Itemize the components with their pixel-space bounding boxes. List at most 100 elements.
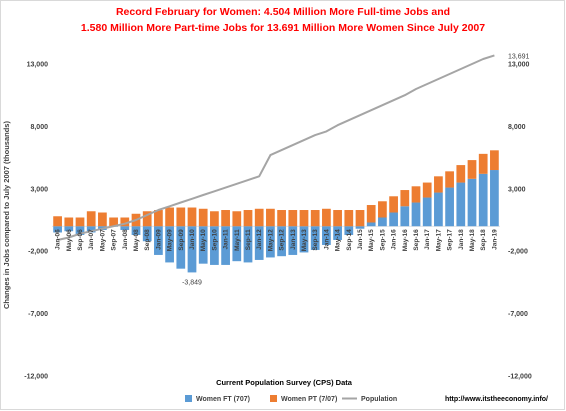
x-tick-label: Sep-18 xyxy=(480,229,487,251)
bar-pt xyxy=(366,205,376,223)
y-tick-label-left: -2,000 xyxy=(28,249,48,256)
data-label: -3,849 xyxy=(182,279,202,286)
x-tick-label: May-09 xyxy=(167,229,174,251)
bars-group xyxy=(53,150,499,273)
bar-ft xyxy=(243,226,253,263)
x-axis-label: Current Population Survey (CPS) Data xyxy=(216,378,353,387)
bar-pt xyxy=(490,150,499,171)
bar-pt xyxy=(120,217,130,227)
y-tick-label-right: -7,000 xyxy=(508,311,528,318)
bar-pt xyxy=(154,210,163,227)
x-tick-label: Jan-17 xyxy=(424,229,431,250)
bar-ft xyxy=(154,226,163,255)
bar-pt xyxy=(98,212,107,227)
y-tick-label-right: -2,000 xyxy=(508,249,528,256)
y-tick-label-left: 13,000 xyxy=(27,62,49,69)
x-tick-label: Sep-11 xyxy=(245,229,252,250)
x-tick-label: May-18 xyxy=(469,229,476,251)
bar-ft xyxy=(165,226,174,263)
x-tick-label: May-11 xyxy=(234,229,241,251)
x-tick-label: Sep-16 xyxy=(413,229,420,251)
bar-pt xyxy=(355,210,365,227)
x-tick-label: Jan-08 xyxy=(122,229,129,250)
bar-pt xyxy=(232,211,242,227)
bar-ft xyxy=(232,226,242,262)
bar-pt xyxy=(467,160,477,179)
x-tick-label: May-13 xyxy=(301,229,308,251)
bar-ft xyxy=(355,226,365,229)
bar-pt xyxy=(456,165,466,183)
bar-pt xyxy=(445,171,454,188)
bar-pt xyxy=(64,217,74,227)
bar-ft xyxy=(422,197,432,227)
bar-ft xyxy=(434,192,443,227)
x-tick-label: May-10 xyxy=(200,229,207,251)
x-tick-label: May-07 xyxy=(99,229,106,251)
x-tick-labels-group: Jan-06 May-06 Sep-06 Jan-07 May-07 Sep-07 Jan-… xyxy=(55,229,499,251)
bar-ft xyxy=(310,226,320,250)
x-tick-label: Jan-14 xyxy=(323,229,330,250)
bar-ft xyxy=(131,226,141,235)
bar-pt xyxy=(288,210,298,227)
x-tick-label: Jan-16 xyxy=(391,229,398,250)
bar-pt xyxy=(478,153,488,174)
bar-pt xyxy=(378,201,387,218)
bar-pt xyxy=(344,210,354,227)
x-tick-label: Jan-10 xyxy=(189,229,196,250)
bar-pt xyxy=(176,207,186,227)
y-tick-label-right: 13,000 xyxy=(508,62,530,69)
bar-ft xyxy=(467,178,477,227)
x-tick-label: May-16 xyxy=(402,229,409,251)
bar-pt xyxy=(333,210,342,227)
bar-pt xyxy=(266,208,275,227)
bar-pt xyxy=(221,210,230,227)
y-axis-label: Changes in Jobs compared to July 2007 (t… xyxy=(2,121,11,309)
bar-pt xyxy=(299,210,309,227)
bar-pt xyxy=(109,217,118,227)
chart-title-line-1: Record February for Women: 4.504 Million… xyxy=(115,6,451,18)
bar-ft xyxy=(288,226,298,255)
x-tick-label: Sep-10 xyxy=(211,229,218,251)
x-tick-label: May-08 xyxy=(133,229,140,251)
bar-ft xyxy=(445,187,454,227)
bar-ft xyxy=(277,226,286,257)
legend-label-pop: Population xyxy=(361,396,397,403)
x-tick-label: May-06 xyxy=(66,229,73,251)
bar-pt xyxy=(254,208,264,227)
bar-ft xyxy=(366,222,376,227)
bar-pt xyxy=(210,211,219,227)
bar-ft xyxy=(299,226,309,253)
x-tick-label: May-15 xyxy=(368,229,375,251)
x-tick-label: Sep-13 xyxy=(312,229,319,251)
bar-ft xyxy=(333,226,342,240)
y-tick-label-right: 3,000 xyxy=(508,186,526,193)
bar-ft xyxy=(187,226,197,273)
x-tick-label: Jan-13 xyxy=(290,229,297,250)
x-tick-label: Sep-14 xyxy=(346,229,353,251)
x-tick-label: Jan-11 xyxy=(223,229,230,250)
source-url: http://www.itstheeconomy.info/ xyxy=(445,396,548,403)
y-tick-label-left: -12,000 xyxy=(24,374,48,381)
bar-pt xyxy=(75,217,85,227)
bar-pt xyxy=(165,207,174,227)
x-tick-label: May-14 xyxy=(335,229,342,251)
legend-label-ft: Women FT (707) xyxy=(196,396,250,403)
bar-pt xyxy=(142,211,152,227)
bar-ft xyxy=(86,226,96,233)
bar-ft xyxy=(142,226,152,242)
x-tick-label: Sep-06 xyxy=(77,229,84,251)
bar-ft xyxy=(198,226,208,264)
bar-ft xyxy=(411,202,421,227)
x-tick-label: Sep-09 xyxy=(178,229,185,251)
x-tick-label: May-17 xyxy=(435,229,442,251)
bar-pt xyxy=(86,211,96,227)
x-tick-label: Jan-07 xyxy=(88,229,95,250)
bar-pt xyxy=(322,208,331,227)
x-tick-label: Jan-18 xyxy=(458,229,465,250)
bar-ft xyxy=(266,226,275,258)
bar-ft xyxy=(254,226,264,260)
bar-ft xyxy=(400,206,410,227)
bar-ft xyxy=(378,217,387,227)
bar-pt xyxy=(277,210,286,227)
